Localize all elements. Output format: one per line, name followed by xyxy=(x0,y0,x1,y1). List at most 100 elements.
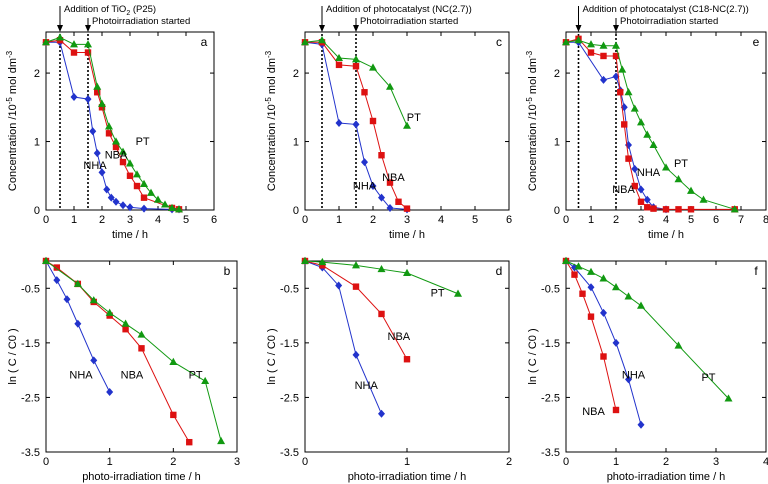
x-tick-label: 3 xyxy=(638,214,644,226)
y-tick-label: -3.5 xyxy=(21,447,40,459)
series-label-nba: NBA xyxy=(121,369,144,381)
data-point-nha xyxy=(53,276,61,285)
data-point-pt xyxy=(121,319,130,327)
addition-annotation: Addition of photocatalyst (NC(2.7)) xyxy=(326,4,472,15)
data-point-nba xyxy=(579,290,586,297)
series-label-pt: PT xyxy=(407,112,421,124)
x-tick-label: 7 xyxy=(738,214,744,226)
series-line-nha xyxy=(46,41,179,210)
data-point-nba xyxy=(621,121,628,128)
data-point-pt xyxy=(674,341,683,349)
series-label-nba: NBA xyxy=(105,150,128,162)
data-point-nba xyxy=(361,89,368,96)
series-label-nha: NHA xyxy=(637,167,661,179)
y-tick-label: -2.5 xyxy=(541,392,560,404)
photo-annotation: Photoirradiation started xyxy=(360,16,458,27)
data-point-nha xyxy=(352,120,360,129)
series-line-nba xyxy=(305,41,408,210)
x-tick-label: 3 xyxy=(713,456,719,468)
data-point-nha xyxy=(386,203,394,212)
data-point-nba xyxy=(70,49,78,56)
y-tick-label: 2 xyxy=(34,68,40,80)
x-tick-label: 0 xyxy=(563,214,569,226)
data-point-nba xyxy=(571,271,578,278)
data-point-pt xyxy=(73,279,82,287)
addition-arrowhead xyxy=(575,25,582,32)
series-label-pt: PT xyxy=(136,136,150,148)
data-point-pt xyxy=(352,55,360,63)
series-line-nba xyxy=(565,38,735,210)
data-point-pt xyxy=(599,274,608,282)
y-tick-label: 0 xyxy=(554,205,560,217)
y-tick-label: -1.5 xyxy=(280,338,299,350)
data-point-pt xyxy=(377,264,386,273)
data-point-pt xyxy=(84,40,92,48)
data-point-nba xyxy=(133,182,141,190)
data-point-nha xyxy=(140,204,148,213)
x-tick-label: 5 xyxy=(183,214,189,226)
series-line-nha xyxy=(45,260,111,393)
data-point-nba xyxy=(352,63,360,70)
data-point-pt xyxy=(301,256,309,264)
x-tick-label: 1 xyxy=(336,214,342,226)
data-point-nba xyxy=(587,49,595,56)
panel-label: c xyxy=(496,35,502,49)
series-label-nha: NHA xyxy=(622,369,646,381)
x-tick-label: 2 xyxy=(99,214,105,226)
data-point-nba xyxy=(650,205,657,212)
data-point-pt xyxy=(335,53,343,62)
data-point-pt xyxy=(89,296,98,304)
x-tick-label: 6 xyxy=(211,214,217,226)
data-point-pt xyxy=(699,195,708,203)
data-point-pt xyxy=(612,41,620,49)
data-point-nha xyxy=(119,201,127,210)
data-point-pt xyxy=(56,33,64,41)
series-label-nba: NBA xyxy=(382,172,405,184)
x-tick-label: 2 xyxy=(613,214,619,226)
photo-arrowhead xyxy=(85,25,91,32)
panel-d: 0 1 2 -0.5 -1.5 -2.5 -3.5 d photo-irradiation ti… xyxy=(266,256,512,483)
x-tick-label: 2 xyxy=(506,456,512,468)
data-point-pt xyxy=(369,63,377,71)
y-tick-label: 2 xyxy=(293,68,299,80)
data-point-pt xyxy=(403,121,411,129)
data-point-nba xyxy=(625,155,632,162)
data-point-pt xyxy=(140,179,148,187)
data-point-nba xyxy=(378,310,385,318)
data-point-nba xyxy=(105,130,113,137)
y-axis-label: ln ( C / C0 ) xyxy=(7,328,19,384)
data-point-nha xyxy=(631,164,639,173)
data-point-pt xyxy=(175,205,183,213)
data-point-nba xyxy=(395,198,402,205)
y-tick-label: 1 xyxy=(34,137,40,149)
y-axis-label: ln ( C / C0 ) xyxy=(266,328,278,384)
x-tick-label: 0 xyxy=(302,456,308,468)
x-tick-label: 4 xyxy=(438,214,444,226)
x-tick-label: 6 xyxy=(713,214,719,226)
data-point-nba xyxy=(98,104,106,111)
x-tick-label: 1 xyxy=(71,214,77,226)
data-point-nha xyxy=(90,356,98,365)
series-line-pt xyxy=(304,260,459,295)
data-point-pt xyxy=(574,36,583,44)
data-point-nba xyxy=(617,89,624,96)
data-point-pt xyxy=(562,256,570,264)
data-point-pt xyxy=(119,147,127,155)
panel-e: 0 1 2 3 4 5 6 7 8 0 1 2 e time / h Concentration /10-5… xyxy=(525,4,768,241)
data-point-nba xyxy=(386,179,394,186)
data-point-nha xyxy=(612,338,620,347)
x-axis-label: time / h xyxy=(112,229,148,241)
x-tick-label: 5 xyxy=(688,214,694,226)
data-point-nba xyxy=(612,52,620,60)
data-point-nba xyxy=(335,61,343,69)
data-point-nba xyxy=(122,326,129,333)
data-point-pt xyxy=(217,436,226,445)
panel-c: 0 1 2 3 4 5 6 0 1 2 c time / h Concentration /10-5 m… xyxy=(264,4,512,241)
data-point-nha xyxy=(378,193,385,202)
data-point-pt xyxy=(624,88,633,96)
x-tick-label: 0 xyxy=(43,456,49,468)
data-point-nba xyxy=(612,406,620,414)
data-point-pt xyxy=(93,82,102,90)
data-point-nha xyxy=(352,350,360,359)
y-axis-label: Concentration /10-5 mol dm-3 xyxy=(5,50,19,191)
